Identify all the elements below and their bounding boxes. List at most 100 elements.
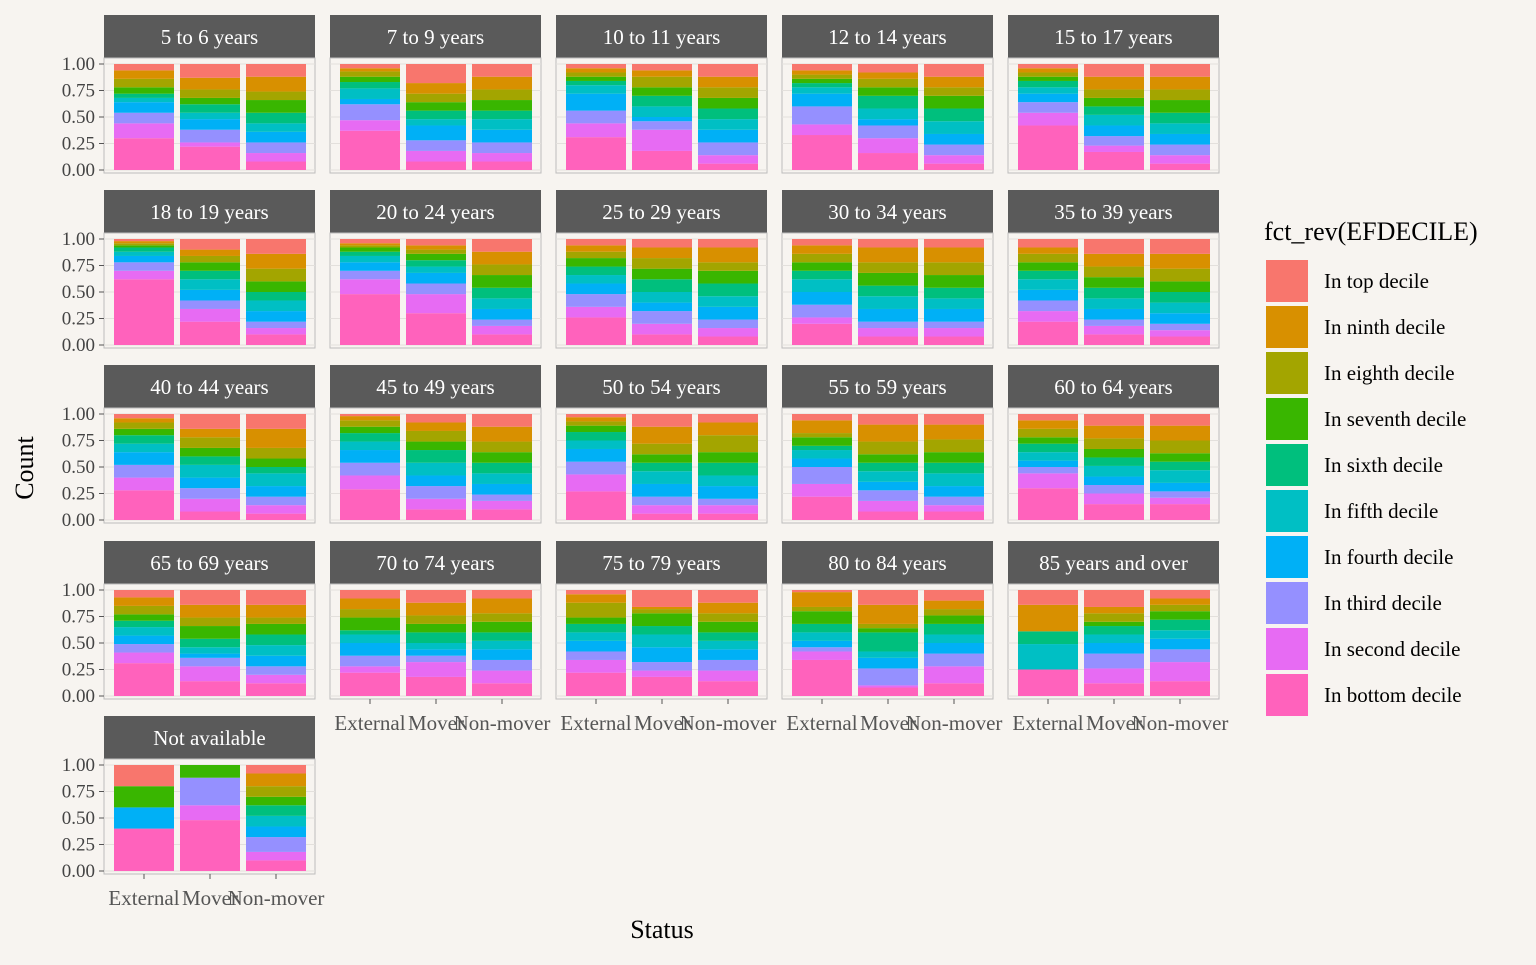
bar-segment-in-third-decile bbox=[1018, 300, 1078, 312]
bar-segment-in-sixth-decile bbox=[1084, 287, 1144, 299]
bar-segment-in-sixth-decile bbox=[1084, 457, 1144, 466]
bar-segment-in-fourth-decile bbox=[632, 117, 692, 122]
bar-segment-in-top-decile bbox=[924, 414, 984, 425]
bar-segment-in-fifth-decile bbox=[1018, 452, 1078, 461]
bar-segment-in-seventh-decile bbox=[180, 626, 240, 639]
bar-segment-in-seventh-decile bbox=[924, 452, 984, 463]
bar-segment-in-bottom-decile bbox=[340, 489, 400, 520]
bar-segment-in-fifth-decile bbox=[180, 464, 240, 478]
bar-segment-in-top-decile bbox=[1150, 414, 1210, 426]
bar-segment-in-sixth-decile bbox=[924, 287, 984, 299]
bar-segment-in-bottom-decile bbox=[472, 334, 532, 345]
bar-segment-in-seventh-decile bbox=[792, 611, 852, 624]
bar-segment-in-eighth-decile bbox=[246, 786, 306, 797]
bar-segment-in-third-decile bbox=[180, 777, 240, 806]
bar-segment-in-seventh-decile bbox=[114, 428, 174, 436]
bar-segment-in-fifth-decile bbox=[180, 112, 240, 120]
bar-segment-in-fourth-decile bbox=[698, 129, 758, 143]
bar-segment-in-fifth-decile bbox=[924, 473, 984, 487]
bar-segment-in-second-decile bbox=[114, 123, 174, 139]
bar-segment-in-seventh-decile bbox=[114, 786, 174, 808]
bar-segment-in-eighth-decile bbox=[632, 443, 692, 455]
bar-segment-in-eighth-decile bbox=[406, 93, 466, 103]
bar-segment-in-second-decile bbox=[472, 153, 532, 162]
bar-segment-in-eighth-decile bbox=[858, 262, 918, 273]
bar-segment-in-ninth-decile bbox=[472, 76, 532, 90]
bar-segment-in-fourth-decile bbox=[858, 481, 918, 491]
bar-segment-in-eighth-decile bbox=[566, 602, 626, 618]
bar-segment-in-fourth-decile bbox=[632, 647, 692, 663]
bar-segment-in-second-decile bbox=[340, 120, 400, 131]
bar-segment-in-bottom-decile bbox=[406, 676, 466, 696]
bar-segment-in-second-decile bbox=[858, 685, 918, 688]
bar-segment-in-top-decile bbox=[472, 414, 532, 427]
bar-segment-in-fifth-decile bbox=[566, 275, 626, 284]
facet-title: 60 to 64 years bbox=[1054, 375, 1172, 399]
bar-segment-in-top-decile bbox=[1084, 239, 1144, 254]
bar-segment-in-second-decile bbox=[340, 279, 400, 295]
bar-segment-in-third-decile bbox=[698, 319, 758, 329]
bar-segment-in-sixth-decile bbox=[1150, 619, 1210, 631]
bar-segment-in-fourth-decile bbox=[180, 653, 240, 658]
bar-segment-in-sixth-decile bbox=[924, 108, 984, 122]
bar-segment-in-fifth-decile bbox=[632, 292, 692, 303]
bar-segment-in-eighth-decile bbox=[180, 437, 240, 448]
bar-segment-in-sixth-decile bbox=[1084, 106, 1144, 115]
bar-segment-in-fourth-decile bbox=[114, 452, 174, 465]
bar-segment-in-seventh-decile bbox=[114, 614, 174, 621]
facet-strip bbox=[556, 541, 767, 584]
bar-segment-in-ninth-decile bbox=[1084, 425, 1144, 439]
bar-segment-in-seventh-decile bbox=[924, 95, 984, 109]
bar-segment-in-second-decile bbox=[566, 474, 626, 492]
bar-segment-in-second-decile bbox=[1084, 668, 1144, 684]
bar-segment-in-seventh-decile bbox=[180, 447, 240, 457]
bar-segment-in-fifth-decile bbox=[1084, 634, 1144, 643]
bar-segment-in-third-decile bbox=[340, 104, 400, 121]
bar-segment-in-seventh-decile bbox=[340, 617, 400, 631]
y-tick-label: 0.50 bbox=[62, 107, 95, 128]
bar-segment-in-fourth-decile bbox=[924, 486, 984, 497]
bar-segment-in-ninth-decile bbox=[792, 592, 852, 607]
bar-segment-in-bottom-decile bbox=[566, 317, 626, 345]
bar-segment-in-bottom-decile bbox=[472, 161, 532, 170]
bar-segment-in-bottom-decile bbox=[698, 336, 758, 345]
bar-segment-in-third-decile bbox=[1150, 491, 1210, 498]
bar-segment-in-fourth-decile bbox=[698, 306, 758, 320]
bar-segment-in-top-decile bbox=[114, 414, 174, 419]
facet-panel: 10 to 11 years bbox=[555, 15, 768, 174]
bar-segment-in-seventh-decile bbox=[472, 452, 532, 463]
bar-segment-in-sixth-decile bbox=[180, 456, 240, 465]
bar-segment-in-ninth-decile bbox=[340, 416, 400, 421]
bar-segment-in-fourth-decile bbox=[472, 483, 532, 495]
bar-segment-in-fourth-decile bbox=[1150, 482, 1210, 492]
bar-segment-in-top-decile bbox=[632, 414, 692, 427]
y-tick-label: 0.50 bbox=[62, 282, 95, 303]
facet-title: 45 to 49 years bbox=[376, 375, 494, 399]
bar-segment-in-bottom-decile bbox=[698, 163, 758, 170]
bar-segment-in-seventh-decile bbox=[1018, 437, 1078, 444]
bar-segment-in-third-decile bbox=[698, 659, 758, 671]
bar-segment-in-top-decile bbox=[566, 64, 626, 69]
bar-segment-in-seventh-decile bbox=[246, 100, 306, 113]
bar-segment-in-fifth-decile bbox=[246, 645, 306, 656]
bar-segment-in-third-decile bbox=[858, 125, 918, 139]
bar-segment-in-fifth-decile bbox=[632, 471, 692, 484]
bar-segment-in-top-decile bbox=[246, 64, 306, 77]
bar-segment-in-bottom-decile bbox=[180, 146, 240, 170]
bar-segment-in-fifth-decile bbox=[632, 106, 692, 117]
bar-segment-in-eighth-decile bbox=[340, 71, 400, 77]
bar-segment-in-fourth-decile bbox=[792, 292, 852, 305]
bar-segment-in-bottom-decile bbox=[180, 321, 240, 345]
y-tick-label: 0.25 bbox=[62, 309, 95, 330]
bar-segment-in-ninth-decile bbox=[632, 247, 692, 259]
bar-segment-in-third-decile bbox=[180, 129, 240, 143]
bar-segment-in-bottom-decile bbox=[924, 336, 984, 345]
bar-segment-in-third-decile bbox=[180, 300, 240, 309]
bar-segment-in-ninth-decile bbox=[1084, 253, 1144, 267]
bar-segment-in-ninth-decile bbox=[924, 76, 984, 88]
legend-key bbox=[1266, 398, 1308, 440]
facet-title: 65 to 69 years bbox=[150, 551, 268, 575]
facet-strip bbox=[556, 15, 767, 58]
bar-segment-in-third-decile bbox=[1084, 653, 1144, 669]
